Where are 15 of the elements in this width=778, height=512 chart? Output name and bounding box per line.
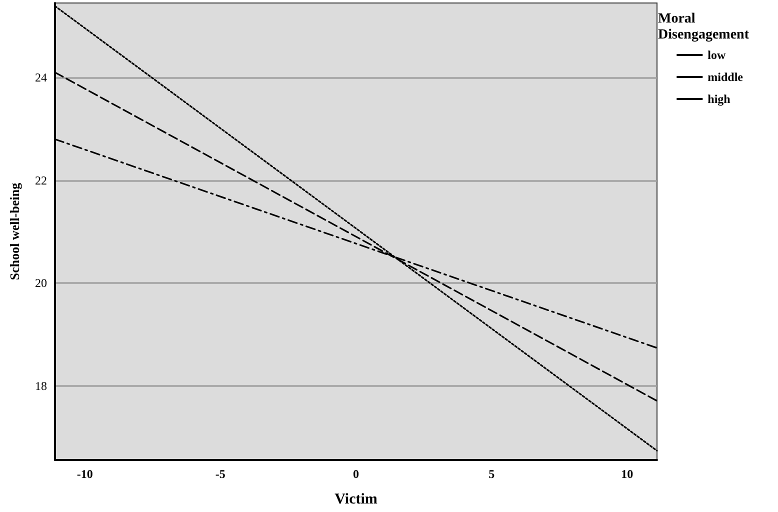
x-tick-label: 5 [488, 467, 495, 481]
x-tick-label: -5 [215, 467, 226, 481]
x-tick-label: -10 [76, 467, 93, 481]
x-axis-title: Victim [334, 492, 378, 508]
legend-label: low [708, 48, 726, 62]
legend-label: high [708, 92, 731, 106]
y-tick-label: 22 [35, 173, 47, 188]
legend-label: middle [708, 70, 744, 84]
x-tick-label: 10 [621, 467, 634, 481]
y-tick-label: 24 [35, 70, 47, 85]
y-axis-title: School well-being [7, 182, 22, 280]
y-tick-label: 18 [35, 378, 47, 393]
x-tick-label: 0 [353, 467, 359, 481]
y-tick-label: 20 [35, 276, 47, 290]
legend-title: Moral Disengagement [658, 12, 750, 42]
